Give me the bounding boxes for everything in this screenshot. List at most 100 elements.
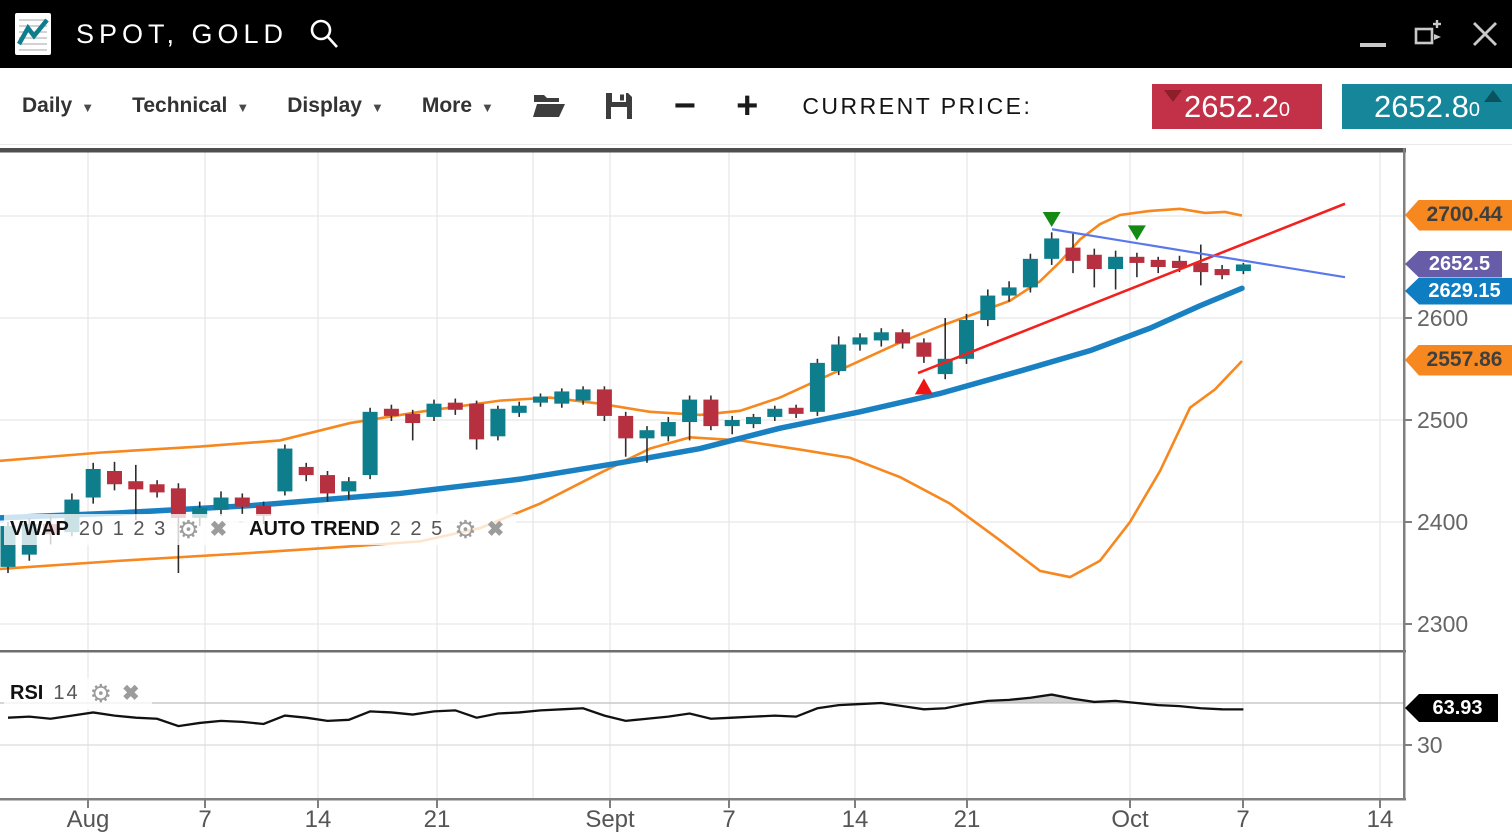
- bid-price-pip: 0: [1278, 99, 1290, 121]
- candle-body: [1065, 247, 1081, 261]
- candle-body: [596, 389, 612, 416]
- ask-price-pip: 0: [1468, 99, 1480, 121]
- chevron-down-icon: ▼: [81, 100, 95, 115]
- gear-icon[interactable]: ⚙: [89, 679, 113, 708]
- rsi-tick-label: 30: [1417, 732, 1443, 758]
- candle-body: [980, 295, 996, 321]
- candle-body: [1108, 256, 1124, 270]
- candle-body: [1235, 264, 1251, 272]
- y-tick-label: 2300: [1417, 611, 1468, 637]
- candle-body: [959, 320, 974, 359]
- candle-body: [1172, 260, 1187, 269]
- candle-body: [533, 396, 548, 403]
- y-tick-label: 2400: [1417, 509, 1468, 535]
- candle-body: [107, 471, 122, 485]
- search-icon[interactable]: [308, 17, 342, 51]
- vwap-line: [0, 285, 1245, 521]
- candle-body: [618, 415, 634, 439]
- x-tick-label: Sept: [585, 806, 635, 833]
- symbol-title: SPOT, GOLD: [76, 18, 289, 49]
- candle-body: [192, 507, 208, 518]
- candle-body: [447, 402, 463, 410]
- chevron-down-icon: ▼: [370, 100, 384, 115]
- chart-bottom-border: [0, 798, 1406, 801]
- candle-body: [85, 468, 101, 498]
- gear-icon[interactable]: ⚙: [177, 515, 200, 544]
- candle-body: [916, 342, 932, 357]
- candle-body: [703, 399, 719, 427]
- menu-display[interactable]: Display ▼: [287, 94, 384, 118]
- minimize-button[interactable]: [1360, 43, 1386, 47]
- candle-body: [170, 488, 186, 518]
- candle-body: [554, 391, 570, 404]
- sell-signal-icon: [1042, 212, 1061, 228]
- candle-body: [213, 497, 229, 510]
- candle-body: [511, 405, 527, 413]
- candle-body: [256, 505, 272, 516]
- window-controls: [1360, 0, 1500, 68]
- candle-body: [469, 403, 485, 440]
- candle-body: [1086, 254, 1102, 270]
- candle-body: [128, 481, 144, 490]
- candle-body: [490, 408, 506, 437]
- candle-body: [1193, 262, 1209, 273]
- zoom-out-button[interactable]: −: [673, 85, 697, 127]
- current-price-label: CURRENT PRICE:: [802, 92, 1033, 119]
- ask-price-value: 2652.8: [1374, 88, 1469, 124]
- candle-body: [746, 416, 761, 425]
- x-tick-label: 21: [424, 806, 451, 833]
- rsi-name: RSI: [10, 682, 44, 704]
- x-tick-label: 14: [842, 806, 869, 833]
- chevron-down-icon: ▼: [481, 100, 494, 115]
- gear-icon[interactable]: ⚙: [454, 515, 477, 544]
- menu-daily-label: Daily: [22, 94, 73, 117]
- candle-body: [831, 344, 847, 372]
- trendline-resistance: [1051, 228, 1346, 279]
- candle-body: [341, 481, 357, 492]
- titlebar: SPOT, GOLD: [0, 0, 1512, 68]
- app-logo-icon: [15, 13, 51, 55]
- chevron-down-icon: ▼: [236, 100, 250, 115]
- menu-technical[interactable]: Technical ▼: [132, 94, 249, 118]
- y-tick-label: 2500: [1417, 407, 1468, 433]
- zoom-in-button[interactable]: +: [736, 85, 759, 127]
- arrow-down-icon: [1164, 90, 1182, 102]
- save-icon[interactable]: [604, 91, 634, 121]
- chart-area[interactable]: 2600 2500 2400 2300 30 Aug 7 14 21 Sept 7 14 21 Oct 7 1…: [0, 145, 1512, 838]
- x-tick-label: 21: [954, 806, 981, 833]
- autotrend-name: AUTO TREND: [249, 518, 380, 540]
- rsi-line: [7, 693, 1244, 728]
- candle-body: [362, 411, 378, 476]
- vwap-name: VWAP: [10, 518, 69, 540]
- x-tick-label: 14: [305, 806, 332, 833]
- close-icon[interactable]: ✖: [486, 518, 505, 541]
- candle-body: [1214, 269, 1230, 276]
- x-tick-label: 7: [1236, 806, 1249, 833]
- sell-signal-icon: [1127, 225, 1146, 241]
- restore-button[interactable]: [1412, 18, 1444, 50]
- bid-price-value: 2652.2: [1184, 88, 1279, 124]
- vwap-params: 20 1 2 3: [78, 518, 168, 540]
- vwap-indicator-label: VWAP 20 1 2 3 ⚙ ✖: [4, 514, 240, 545]
- candle-body: [767, 408, 783, 417]
- menu-daily[interactable]: Daily ▼: [22, 94, 94, 118]
- price-flag: 63.93: [1405, 694, 1498, 722]
- chart-top-border: [0, 148, 1406, 153]
- candle-body: [1150, 259, 1166, 267]
- close-icon[interactable]: ✖: [209, 518, 228, 541]
- close-icon[interactable]: ✖: [122, 682, 140, 705]
- ask-price-badge: 2652.8 0: [1342, 84, 1512, 129]
- candle-body: [383, 408, 399, 416]
- x-tick-label: Oct: [1111, 806, 1149, 833]
- candle-body: [405, 413, 421, 424]
- open-file-icon[interactable]: [532, 92, 566, 120]
- close-button[interactable]: [1470, 19, 1500, 49]
- candle-body: [639, 430, 655, 439]
- candle-body: [1001, 287, 1017, 296]
- candle-body: [852, 337, 868, 345]
- menu-more[interactable]: More ▼: [422, 94, 494, 118]
- price-flag: 2652.5: [1405, 250, 1502, 278]
- menu-display-label: Display: [287, 94, 362, 117]
- x-tick-label: Aug: [67, 806, 110, 833]
- candle-body: [320, 475, 335, 494]
